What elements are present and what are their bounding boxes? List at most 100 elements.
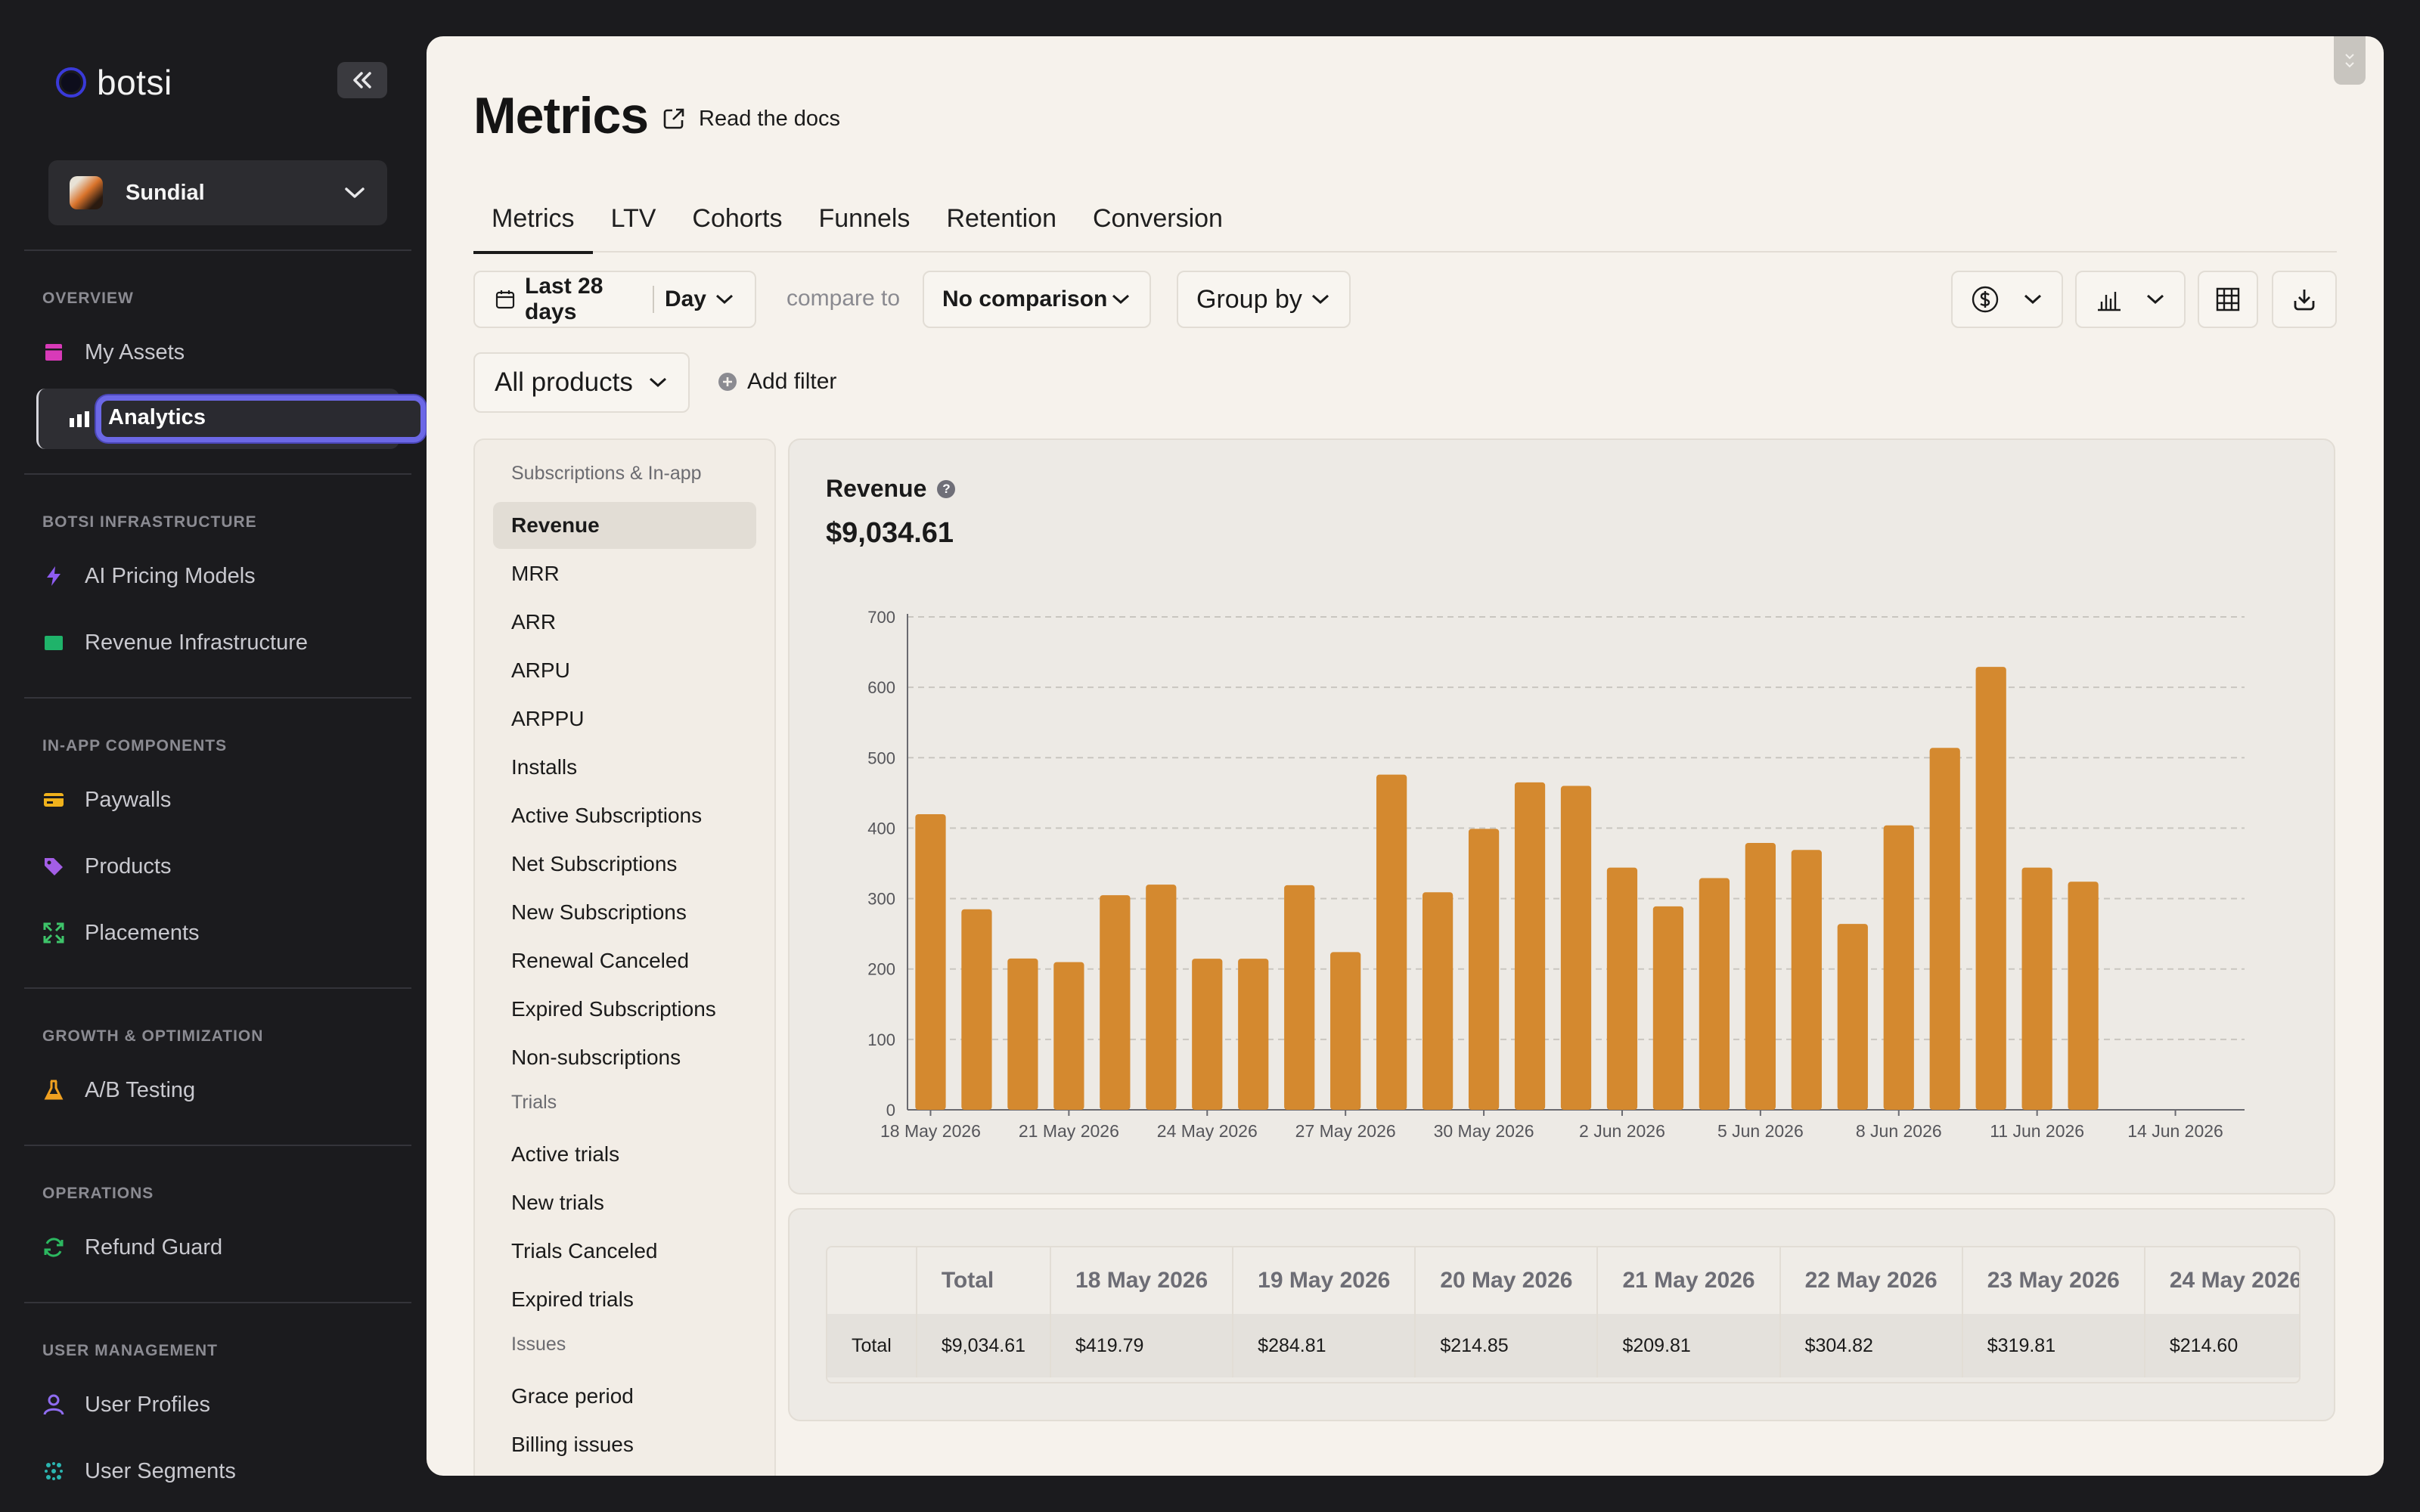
expand-icon xyxy=(42,922,65,944)
sidebar-divider xyxy=(24,1302,411,1303)
table-cell: $209.81 xyxy=(1597,1314,1781,1377)
bar-chart-icon xyxy=(2098,292,2121,311)
sidebar-item-label: User Profiles xyxy=(85,1392,210,1417)
metric-item-net-subscriptions[interactable]: Net Subscriptions xyxy=(511,852,678,875)
metric-item-arppu[interactable]: ARPPU xyxy=(511,707,585,730)
sidebar: botsi Sundial OVERVIEW My Assets Analyti… xyxy=(0,0,426,1512)
sidebar-item-refund-guard[interactable]: Refund Guard xyxy=(42,1225,398,1270)
collapse-sidebar-button[interactable] xyxy=(337,62,387,98)
products-filter-select[interactable]: All products xyxy=(473,352,690,413)
group-by-select[interactable]: Group by xyxy=(1177,271,1351,328)
sidebar-item-analytics[interactable]: Analytics xyxy=(36,389,426,449)
metric-item-mrr[interactable]: MRR xyxy=(511,562,560,585)
revenue-table-card: Total 18 May 2026 19 May 2026 20 May 202… xyxy=(788,1208,2335,1421)
revenue-bar xyxy=(1053,962,1084,1110)
x-tick-label: 14 Jun 2026 xyxy=(2127,1121,2223,1141)
tab-conversion[interactable]: Conversion xyxy=(1092,204,1223,233)
chevron-down-icon xyxy=(1112,294,1130,305)
sidebar-item-ai-pricing-models[interactable]: AI Pricing Models xyxy=(42,553,398,599)
metric-item-active-subscriptions[interactable]: Active Subscriptions xyxy=(511,804,703,827)
revenue-bar xyxy=(1883,825,1914,1110)
revenue-bar xyxy=(1422,892,1454,1110)
sidebar-item-my-assets[interactable]: My Assets xyxy=(42,330,398,375)
table-view-button[interactable] xyxy=(2198,271,2258,328)
revenue-bar xyxy=(1975,667,2006,1110)
botsi-logo[interactable]: botsi xyxy=(56,63,172,102)
revenue-bar xyxy=(1606,867,1638,1110)
metric-item-renewal-canceled[interactable]: Renewal Canceled xyxy=(511,949,690,972)
sidebar-item-revenue-infrastructure[interactable]: Revenue Infrastructure xyxy=(42,620,398,665)
sidebar-item-label: A/B Testing xyxy=(85,1077,196,1102)
metric-item-arr[interactable]: ARR xyxy=(511,610,557,634)
table-header-cell: 21 May 2026 xyxy=(1597,1247,1781,1314)
x-tick-label: 21 May 2026 xyxy=(1019,1121,1119,1141)
section-title-infrastructure: BOTSI INFRASTRUCTURE xyxy=(42,513,257,531)
revenue-bar xyxy=(1699,878,1730,1110)
chart-type-select[interactable] xyxy=(2075,271,2186,328)
metric-item-trials-canceled[interactable]: Trials Canceled xyxy=(511,1239,658,1263)
metric-item-grace-period[interactable]: Grace period xyxy=(511,1384,634,1408)
metric-item-expired-trials[interactable]: Expired trials xyxy=(511,1287,634,1311)
revenue-bar xyxy=(1330,952,1361,1110)
workspace-selector[interactable]: Sundial xyxy=(48,160,387,225)
chart-title: Revenue ? xyxy=(826,475,956,503)
folder-icon xyxy=(42,631,65,654)
add-filter-button[interactable]: Add filter xyxy=(717,369,836,395)
download-button[interactable] xyxy=(2272,271,2337,328)
metric-item-installs[interactable]: Installs xyxy=(511,755,578,779)
scroll-chevrons-icon xyxy=(2345,54,2354,68)
date-range-picker[interactable]: Last 28 days Day xyxy=(473,271,756,328)
sidebar-item-user-segments[interactable]: User Segments xyxy=(42,1448,398,1494)
sidebar-item-products[interactable]: Products xyxy=(42,844,398,889)
metric-item-revenue[interactable]: Revenue xyxy=(493,502,756,549)
sidebar-item-label: Revenue Infrastructure xyxy=(85,630,308,655)
revenue-bar xyxy=(1514,782,1546,1110)
metric-item-non-subscriptions[interactable]: Non-subscriptions xyxy=(511,1046,681,1069)
metric-item-new-trials[interactable]: New trials xyxy=(511,1191,604,1214)
tab-metrics[interactable]: Metrics xyxy=(473,195,593,254)
user-icon xyxy=(42,1393,65,1416)
table-cell: $319.81 xyxy=(1962,1314,2145,1377)
currency-select[interactable] xyxy=(1951,271,2063,328)
revenue-bar xyxy=(1100,895,1131,1110)
table-header-cell: 22 May 2026 xyxy=(1779,1247,1963,1314)
sidebar-item-placements[interactable]: Placements xyxy=(42,910,398,956)
sidebar-item-ab-testing[interactable]: A/B Testing xyxy=(42,1067,398,1113)
table-cell: $304.82 xyxy=(1779,1314,1963,1377)
scroll-handle[interactable] xyxy=(2334,36,2366,85)
read-docs-link[interactable]: Read the docs xyxy=(661,106,840,132)
x-tick-label: 2 Jun 2026 xyxy=(1579,1121,1665,1141)
tab-ltv[interactable]: LTV xyxy=(610,204,656,233)
tab-retention[interactable]: Retention xyxy=(946,204,1056,233)
chevron-down-icon xyxy=(2146,294,2164,305)
tab-funnels[interactable]: Funnels xyxy=(818,204,911,233)
metric-item-new-subscriptions[interactable]: New Subscriptions xyxy=(511,900,687,924)
revenue-bar-chart: 0 100 200 300 400 500 600 700 18 May 2026 21 May … xyxy=(867,608,2245,1141)
external-link-icon xyxy=(663,108,684,129)
metric-item-expired-subscriptions[interactable]: Expired Subscriptions xyxy=(511,997,716,1021)
flask-icon xyxy=(42,1079,65,1101)
chevron-down-icon xyxy=(2024,294,2042,305)
download-icon xyxy=(2294,290,2315,311)
y-tick-label: 600 xyxy=(867,678,895,697)
metric-item-arpu[interactable]: ARPU xyxy=(511,658,570,682)
table-header-cell: 20 May 2026 xyxy=(1415,1247,1599,1314)
sidebar-item-user-profiles[interactable]: User Profiles xyxy=(42,1382,398,1427)
table-row: Total $9,034.61 $419.79 $284.81 $214.85 … xyxy=(827,1314,2299,1377)
comparison-value: No comparison xyxy=(942,287,1108,311)
segments-icon xyxy=(42,1460,65,1483)
revenue-bar xyxy=(1376,774,1407,1110)
metric-item-active-trials[interactable]: Active trials xyxy=(511,1142,620,1166)
help-icon[interactable]: ? xyxy=(937,479,956,498)
table-header-cell: 24 May 2026 xyxy=(2144,1247,2299,1314)
tab-cohorts[interactable]: Cohorts xyxy=(692,204,783,233)
y-tick-label: 400 xyxy=(867,819,895,838)
comparison-select[interactable]: No comparison xyxy=(923,271,1151,328)
dollar-circle-icon xyxy=(1972,286,1999,313)
sidebar-item-label: My Assets xyxy=(85,339,185,364)
sidebar-item-paywalls[interactable]: Paywalls xyxy=(42,777,398,823)
read-docs-label: Read the docs xyxy=(699,106,841,131)
date-separator xyxy=(653,286,654,313)
metric-item-billing-issues[interactable]: Billing issues xyxy=(511,1433,634,1456)
revenue-bar xyxy=(1837,924,1868,1110)
